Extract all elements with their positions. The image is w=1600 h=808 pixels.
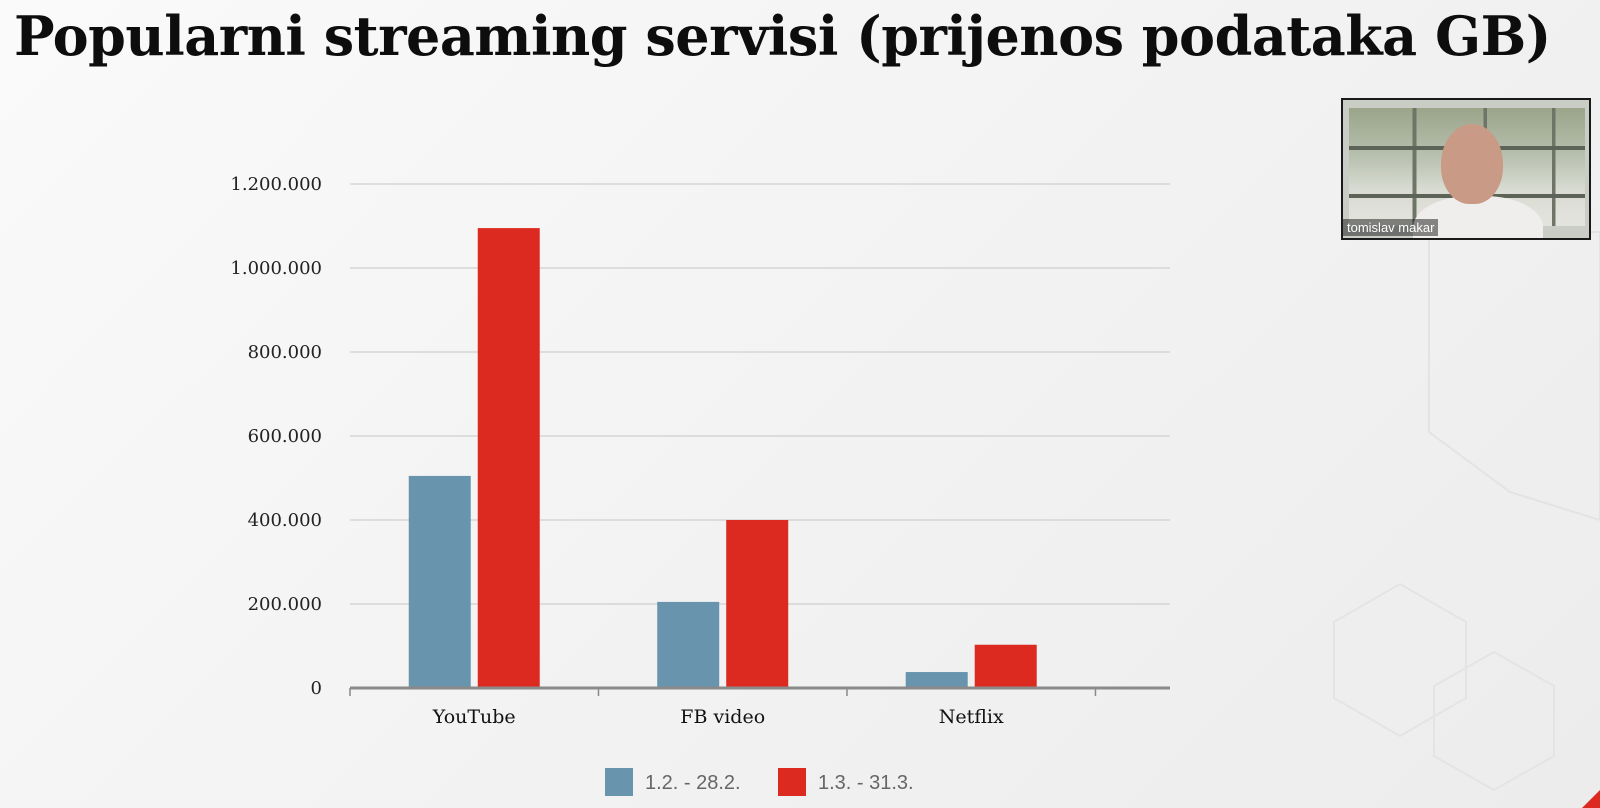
x-axis-labels: YouTube FB video Netflix — [432, 706, 1004, 728]
bar — [408, 475, 471, 688]
y-tick-label: 400.000 — [248, 510, 322, 531]
x-tick-label: Netflix — [939, 706, 1004, 728]
slide-title: Popularni streaming servisi (prijenos po… — [14, 4, 1551, 68]
y-tick-label: 800.000 — [248, 342, 322, 363]
y-tick-label: 200.000 — [248, 594, 322, 615]
bar — [477, 228, 540, 688]
y-tick-label: 1.200.000 — [230, 174, 322, 195]
bar — [657, 601, 720, 688]
x-tick-label: YouTube — [432, 706, 516, 728]
legend-swatch — [778, 768, 806, 796]
y-tick-label: 0 — [311, 678, 322, 699]
bars — [408, 228, 1037, 688]
bar — [974, 644, 1037, 688]
y-tick-label: 600.000 — [248, 426, 322, 447]
legend-label: 1.2. - 28.2. — [645, 772, 741, 794]
x-axis — [349, 686, 1170, 696]
y-axis-ticks: 0 200.000 400.000 600.000 800.000 1.000.000 1.… — [230, 174, 322, 699]
participant-head — [1441, 124, 1503, 204]
legend-swatch — [605, 768, 633, 796]
participant-name: tomislav makar — [1343, 219, 1439, 236]
bar — [726, 520, 789, 688]
legend: 1.2. - 28.2. 1.3. - 31.3. — [605, 768, 914, 796]
x-tick-label: FB video — [680, 706, 765, 728]
legend-label: 1.3. - 31.3. — [818, 772, 914, 794]
participant-video[interactable]: tomislav makar — [1341, 98, 1591, 240]
bar — [905, 672, 968, 688]
y-tick-label: 1.000.000 — [230, 258, 322, 279]
